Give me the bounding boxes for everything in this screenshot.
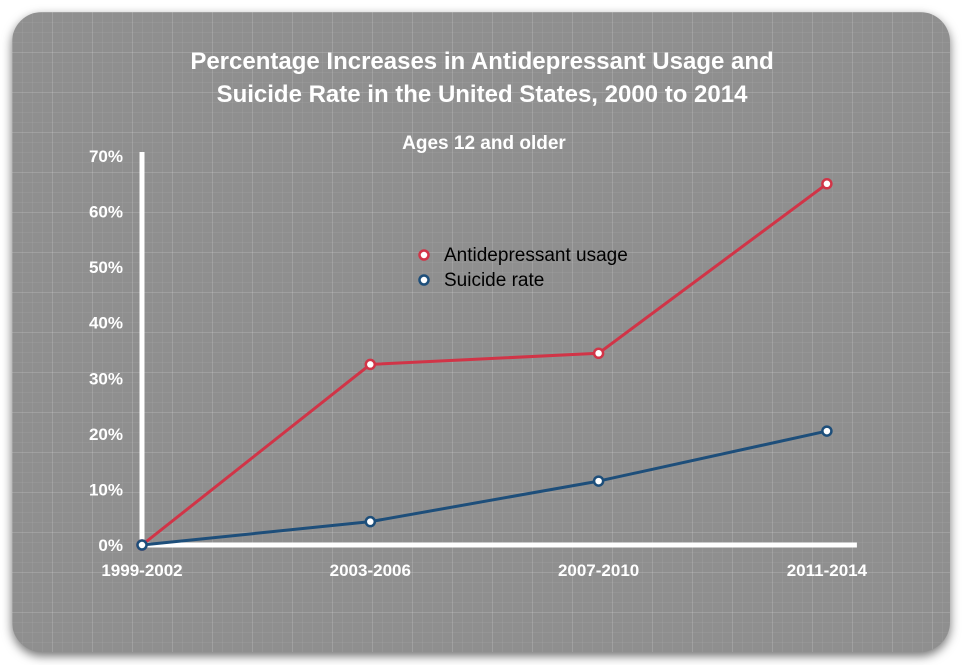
y-tick-label: 70%: [89, 147, 123, 166]
suicide-rate-point: [592, 475, 605, 487]
antidepressant-usage-point: [821, 178, 833, 190]
y-tick-label: 60%: [89, 203, 123, 222]
line-chart: Percentage Increases in Antidepressant U…: [89, 48, 868, 580]
suicide-rate-legend-label: Suicide rate: [444, 270, 544, 291]
suicide-rate-legend-marker: [418, 274, 430, 286]
legend: Antidepressant usage Suicide rate: [418, 245, 628, 291]
x-tick-label: 2003-2006: [330, 561, 411, 580]
antidepressant-usage-point: [364, 358, 377, 371]
chart-subtitle: Ages 12 and older: [402, 133, 566, 154]
x-tick-label: 2011-2014: [787, 561, 868, 580]
suicide-rate-line: [141, 429, 828, 547]
chart-title-line-2: Suicide Rate in the United States, 2000 …: [217, 81, 749, 108]
suicide-rate-point: [821, 425, 833, 437]
chart-title-line-1: Percentage Increases in Antidepressant U…: [190, 48, 773, 75]
y-tick-label: 30%: [89, 369, 123, 388]
antidepressant-usage-point: [592, 347, 605, 360]
antidepressant-usage-legend-label: Antidepressant usage: [444, 245, 628, 266]
antidepressant-usage-legend-marker: [418, 249, 430, 261]
y-tick-label: 40%: [89, 314, 123, 333]
suicide-rate-point: [364, 515, 377, 528]
y-tick-label: 10%: [89, 480, 123, 499]
y-axis-ticks: 0% 10% 20% 30% 40% 50% 60% 70%: [89, 147, 123, 555]
y-tick-label: 20%: [89, 425, 123, 444]
suicide-rate-point: [136, 539, 148, 551]
chart-card: Percentage Increases in Antidepressant U…: [12, 12, 950, 652]
antidepressant-usage-line: [141, 182, 828, 547]
x-tick-label: 2007-2010: [558, 561, 639, 580]
series-group: [136, 178, 833, 551]
axes: [139, 152, 857, 548]
x-axis-ticks: 1999-2002 2003-2006 2007-2010 2011-2014: [101, 561, 867, 580]
x-tick-label: 1999-2002: [101, 561, 182, 580]
y-tick-label: 0%: [98, 536, 123, 555]
y-tick-label: 50%: [89, 258, 123, 277]
